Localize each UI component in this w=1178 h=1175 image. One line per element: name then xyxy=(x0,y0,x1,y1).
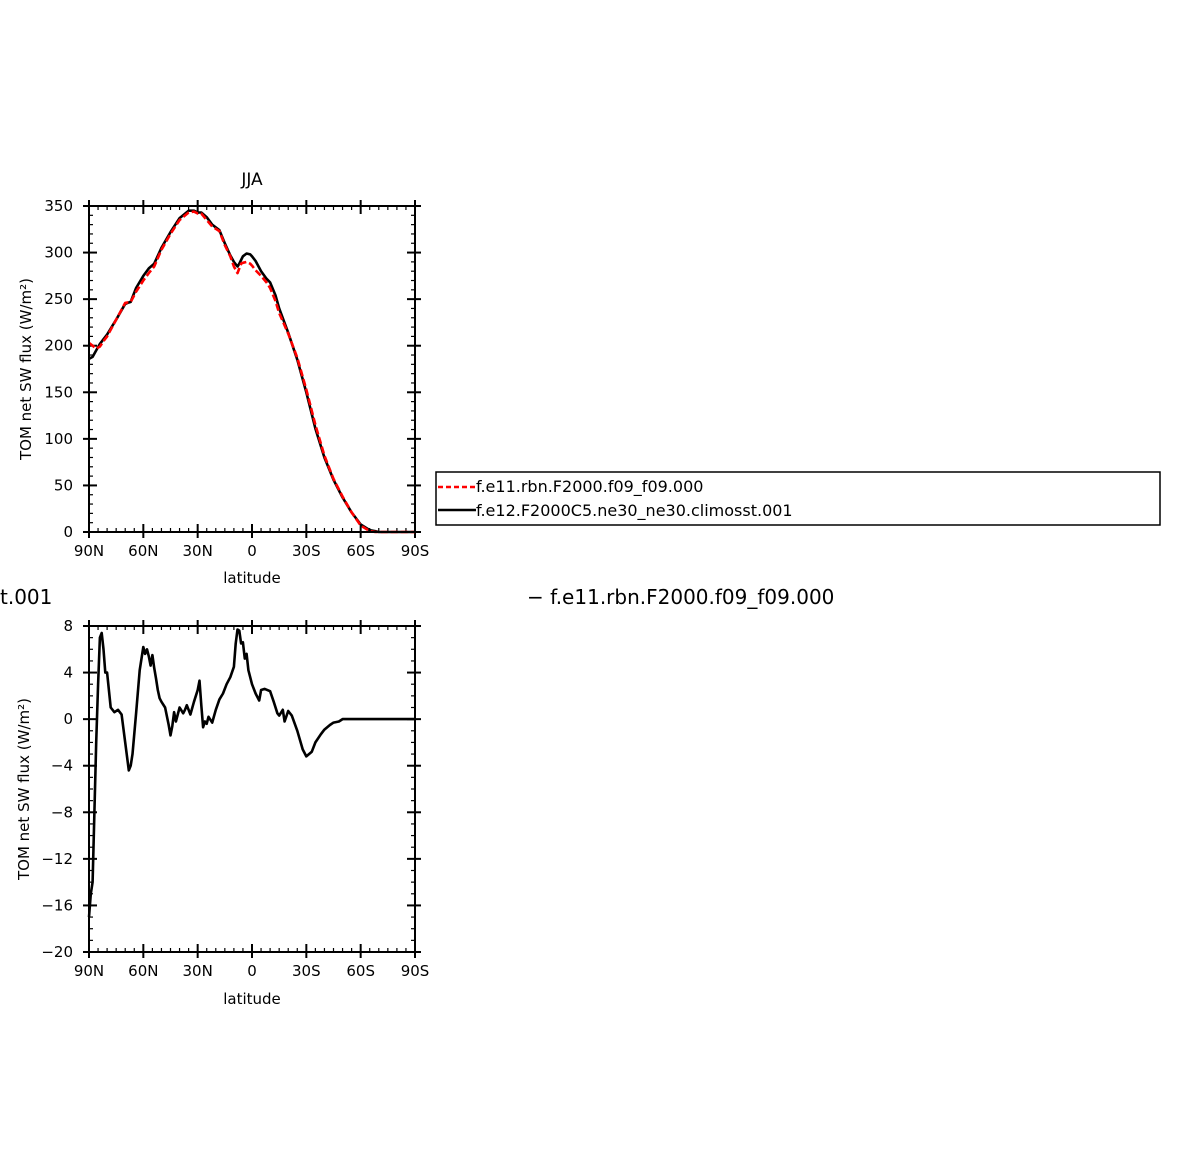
bottom-x-tick-label: 0 xyxy=(247,962,257,980)
bottom-chart-y-axis-label: TOM net SW flux (W/m²) xyxy=(15,698,33,881)
bottom-chart-major-ticks xyxy=(83,620,421,958)
bottom-chart-series xyxy=(87,628,415,918)
bottom-series-line-black-solid xyxy=(87,628,415,918)
top-x-tick-label: 90N xyxy=(74,542,104,560)
top-x-tick-label: 30S xyxy=(292,542,321,560)
top-y-tick-label: 250 xyxy=(44,290,73,308)
bottom-chart-minor-ticks xyxy=(88,625,416,953)
top-chart-y-tick-labels: 0 50 100 150 200 250 300 350 xyxy=(44,197,73,541)
top-chart-series xyxy=(88,209,415,534)
bottom-y-tick-label: −16 xyxy=(41,896,73,914)
top-chart-x-axis-label: latitude xyxy=(223,569,281,587)
bottom-chart: 90N 60N 30N 0 30S 60S 90S 8 4 0 −4 −8 −12 −16 −20 lat… xyxy=(15,617,429,1008)
legend-box xyxy=(435,471,1161,526)
clipped-caption-right: − f.e11.rbn.F2000.f09_f09.000 xyxy=(527,585,834,609)
top-y-tick-label: 300 xyxy=(44,244,73,262)
top-y-tick-label: 0 xyxy=(63,523,73,541)
top-y-tick-label: 100 xyxy=(44,430,73,448)
bottom-y-tick-label: −8 xyxy=(51,803,73,821)
top-chart-major-ticks xyxy=(83,200,421,538)
top-chart-title: JJA xyxy=(240,170,263,190)
bottom-y-tick-label: 4 xyxy=(63,664,73,682)
bottom-y-tick-label: −4 xyxy=(51,757,73,775)
bottom-y-tick-label: −12 xyxy=(41,850,73,868)
bottom-chart-frame xyxy=(88,625,416,953)
bottom-y-tick-label: 0 xyxy=(63,710,73,728)
legend-entry-2: f.e12.F2000C5.ne30_ne30.climosst.001 xyxy=(476,501,793,521)
top-x-tick-label: 30N xyxy=(183,542,213,560)
clipped-caption-left: t.001 xyxy=(0,585,52,609)
top-chart-x-tick-labels: 90N 60N 30N 0 30S 60S 90S xyxy=(74,542,429,560)
bottom-x-tick-label: 60N xyxy=(128,962,158,980)
bottom-x-tick-label: 90S xyxy=(401,962,430,980)
top-x-tick-label: 60S xyxy=(346,542,375,560)
bottom-x-tick-label: 30S xyxy=(292,962,321,980)
top-y-tick-label: 50 xyxy=(54,476,73,494)
top-series-line-black-solid xyxy=(88,209,415,534)
top-x-tick-label: 60N xyxy=(128,542,158,560)
top-chart-y-axis-label: TOM net SW flux (W/m²) xyxy=(17,278,35,461)
top-chart: JJA 90N 60N 30N 0 30S 60S 90S 0 50 100 150 200 250 3… xyxy=(17,170,429,587)
top-x-tick-label: 0 xyxy=(247,542,257,560)
top-y-tick-label: 200 xyxy=(44,337,73,355)
legend: f.e11.rbn.F2000.f09_f09.000 f.e12.F2000C… xyxy=(435,471,1161,526)
bottom-y-tick-label: 8 xyxy=(63,617,73,635)
top-x-tick-label: 90S xyxy=(401,542,430,560)
bottom-chart-x-axis-label: latitude xyxy=(223,990,281,1008)
bottom-x-tick-label: 90N xyxy=(74,962,104,980)
bottom-x-tick-label: 30N xyxy=(183,962,213,980)
top-series-line-red-dashed xyxy=(88,210,415,534)
bottom-chart-y-tick-labels: 8 4 0 −4 −8 −12 −16 −20 xyxy=(41,617,73,961)
top-chart-frame xyxy=(88,205,416,533)
legend-entry-1: f.e11.rbn.F2000.f09_f09.000 xyxy=(476,477,703,497)
top-y-tick-label: 350 xyxy=(44,197,73,215)
bottom-chart-x-tick-labels: 90N 60N 30N 0 30S 60S 90S xyxy=(74,962,429,980)
bottom-y-tick-label: −20 xyxy=(41,943,73,961)
top-y-tick-label: 150 xyxy=(44,383,73,401)
bottom-x-tick-label: 60S xyxy=(346,962,375,980)
